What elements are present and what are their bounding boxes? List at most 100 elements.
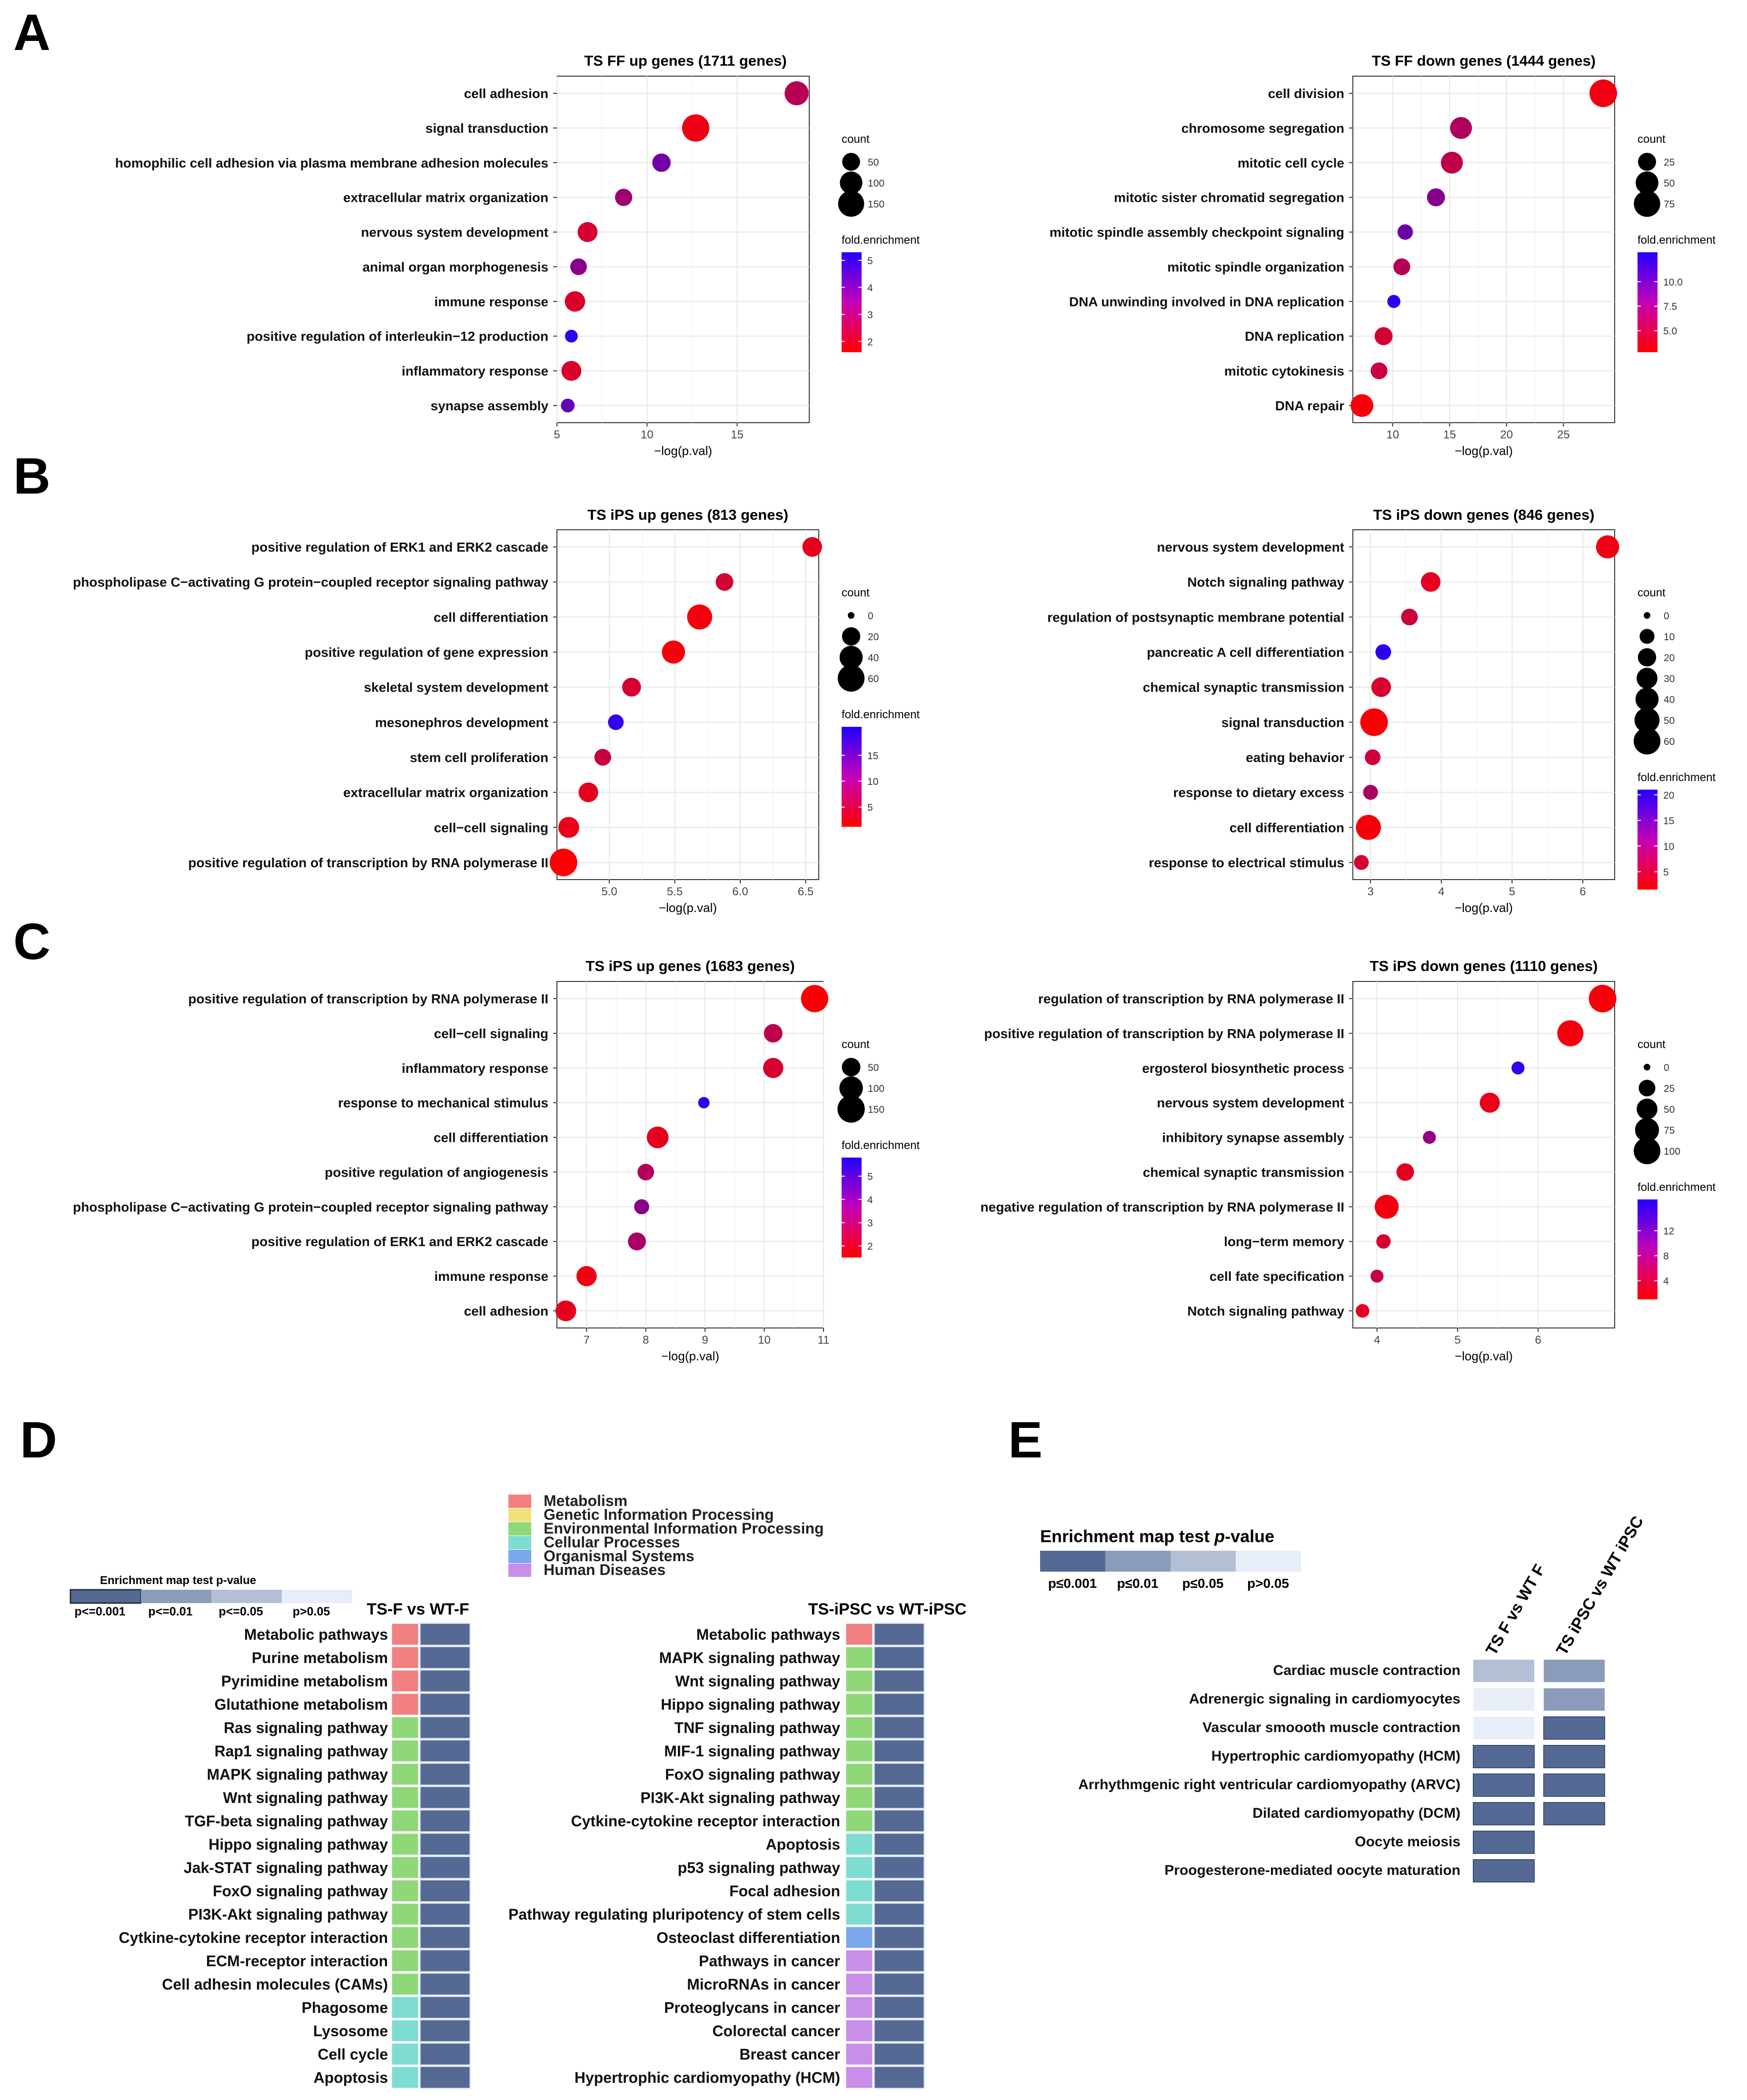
x-axis-label: −log(p.val)	[1455, 444, 1513, 458]
enrichment-legend-title: fold.enrichment	[842, 1139, 920, 1152]
pathway-label: Cell adhesin molecules (CAMs)	[162, 1976, 388, 1993]
panel-label-b: B	[13, 447, 50, 505]
pvalue-cell	[873, 1669, 925, 1693]
category-label: mitotic cell cycle	[1238, 156, 1344, 170]
category-label: negative regulation of transcription by …	[981, 1199, 1344, 1214]
plot-panel	[556, 76, 810, 423]
x-tick-label: 11	[818, 1334, 830, 1347]
data-point	[763, 1058, 784, 1079]
panel-label-d: D	[20, 1411, 57, 1468]
count-legend-key	[1644, 1064, 1650, 1070]
data-point	[1401, 608, 1418, 625]
data-point	[764, 1024, 783, 1043]
count-legend-title: count	[842, 586, 870, 599]
x-axis-label: −log(p.val)	[661, 1349, 719, 1363]
pvalue-cell	[419, 1622, 471, 1646]
pvalue-cell	[873, 2019, 925, 2043]
pathway-label: Pathways in cancer	[699, 1952, 840, 1970]
pvalue-cell	[1473, 1688, 1534, 1711]
pathway-label: Jak-STAT signaling pathway	[184, 1859, 388, 1876]
pvalue-cell	[419, 1832, 471, 1856]
category-legend-label: Genetic Information Processing	[544, 1506, 774, 1523]
data-point	[802, 537, 822, 557]
category-cell	[844, 2019, 874, 2043]
pathway-label: MAPK signaling pathway	[659, 1649, 841, 1666]
category-cell	[844, 1762, 874, 1786]
x-tick-label: 7	[584, 1334, 590, 1347]
category-cell	[390, 1832, 420, 1856]
pathway-label: Ras signaling pathway	[224, 1719, 388, 1736]
pvalue-legend-swatch	[1236, 1551, 1301, 1572]
data-point	[576, 1266, 597, 1287]
category-label: mitotic spindle assembly checkpoint sign…	[1050, 225, 1344, 240]
pvalue-legend-label: p≤0.001	[1048, 1576, 1097, 1591]
pvalue-legend-swatch	[1105, 1551, 1171, 1572]
data-point	[561, 361, 582, 381]
data-point	[1371, 677, 1391, 697]
category-label: long−term memory	[1224, 1234, 1344, 1249]
pvalue-cell	[1543, 1773, 1605, 1797]
category-legend-swatch	[508, 1508, 531, 1522]
category-label: response to electrical stimulus	[1149, 855, 1344, 870]
count-legend-label: 0	[1664, 1062, 1669, 1073]
data-point	[687, 604, 713, 630]
chart-title: TS FF up genes (1711 genes)	[584, 52, 787, 69]
category-label: inhibitory synapse assembly	[1162, 1130, 1344, 1145]
count-legend-title: count	[1638, 133, 1666, 146]
pvalue-cell	[873, 1809, 925, 1833]
data-point	[615, 188, 633, 206]
pathway-label: FoxO signaling pathway	[213, 1882, 388, 1900]
category-cell	[844, 1855, 874, 1880]
pvalue-cell	[419, 1925, 471, 1950]
data-point	[1370, 1269, 1384, 1283]
pathway-label: Cytkine-cytokine receptor interaction	[119, 1929, 388, 1946]
colorbar-label: 12	[1663, 1226, 1674, 1237]
count-legend-key	[1635, 1118, 1659, 1142]
category-cell	[390, 1925, 420, 1950]
pathway-label: Pyrimidine metabolism	[221, 1673, 388, 1690]
data-point	[1376, 1234, 1391, 1249]
dotplot-ts-ff-down: TS FF down genes (1444 genes) cell divisi…	[1050, 52, 1716, 458]
count-legend-key	[1639, 629, 1655, 644]
enrichment-legend-title: fold.enrichment	[842, 234, 920, 247]
pathway-label: MicroRNAs in cancer	[687, 1976, 840, 1993]
kegg-heatmap-e: Enrichment map test p-value p≤0.001 p≤0.01…	[1040, 1513, 1647, 1882]
count-legend-label: 25	[1664, 1083, 1675, 1094]
count-legend-key	[840, 171, 863, 194]
category-label: Notch signaling pathway	[1187, 1304, 1344, 1318]
pathway-label: PI3K-Akt signaling pathway	[640, 1789, 840, 1806]
category-label: positive regulation of transcription by …	[188, 991, 548, 1006]
pathway-label: Proteoglycans in cancer	[664, 1999, 840, 2016]
chart-title: TS iPS up genes (1683 genes)	[586, 958, 794, 974]
pvalue-legend-swatch	[1040, 1551, 1105, 1572]
chart-title: TS iPS down genes (846 genes)	[1373, 506, 1594, 523]
x-tick-label: 6	[1535, 1334, 1541, 1347]
count-legend-label: 50	[1664, 715, 1675, 726]
pathway-label: Wnt signaling pathway	[675, 1673, 840, 1690]
pvalue-cell	[873, 1715, 925, 1740]
category-cell	[390, 1855, 420, 1880]
panel-label-a: A	[13, 3, 50, 61]
pathway-label: Colorectal cancer	[712, 2022, 840, 2040]
data-point	[1423, 1130, 1436, 1144]
pvalue-cell	[419, 1809, 471, 1833]
pvalue-legend-label: p<=0.01	[148, 1605, 192, 1618]
category-label: Notch signaling pathway	[1187, 575, 1344, 590]
pathway-label: Hippo signaling pathway	[208, 1836, 388, 1853]
pvalue-legend-label: p>0.05	[1247, 1576, 1289, 1591]
pvalue-cell	[1473, 1660, 1534, 1682]
category-legend-label: Cellular Processes	[544, 1534, 680, 1551]
count-legend-key	[1637, 668, 1658, 689]
pvalue-legend-title: Enrichment map test p-value	[100, 1574, 256, 1587]
category-label: chromosome segregation	[1181, 121, 1344, 136]
chart-title: TS FF down genes (1444 genes)	[1372, 52, 1596, 69]
colorbar-label: 5	[1663, 867, 1669, 878]
pvalue-cell	[419, 1739, 471, 1763]
chart-title: TS iPS up genes (813 genes)	[587, 506, 788, 523]
pathway-label: PI3K-Akt signaling pathway	[188, 1906, 388, 1923]
pathway-label: Wnt signaling pathway	[223, 1789, 388, 1806]
colorbar-label: 4	[1663, 1276, 1669, 1287]
colorbar-label: 10.0	[1663, 277, 1683, 288]
